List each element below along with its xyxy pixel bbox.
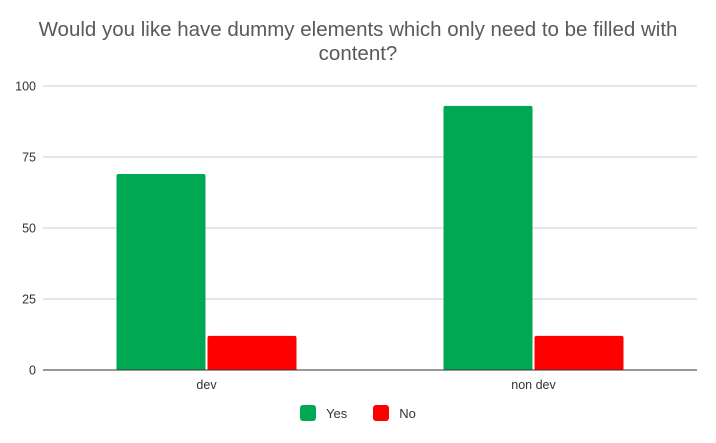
bar-yes-dev[interactable] <box>116 174 206 370</box>
y-tick-label: 25 <box>22 293 36 307</box>
y-tick-label: 100 <box>15 80 36 94</box>
bar-no-non-dev[interactable] <box>534 335 624 370</box>
legend-item-yes[interactable]: Yes <box>300 405 347 421</box>
y-axis-ticks: 0 25 50 75 100 <box>15 80 36 378</box>
y-tick-label: 75 <box>22 151 36 165</box>
bars <box>116 105 624 370</box>
x-tick-label: non dev <box>511 378 556 392</box>
bar-yes-non-dev[interactable] <box>443 105 533 370</box>
bar-no-dev[interactable] <box>207 335 297 370</box>
legend-label-no: No <box>399 405 416 421</box>
chart-title: Would you like have dummy elements which… <box>38 18 678 65</box>
legend: Yes No <box>0 405 716 421</box>
legend-swatch-no <box>373 405 390 421</box>
y-tick-label: 50 <box>22 222 36 236</box>
x-tick-label: dev <box>196 378 217 392</box>
x-axis-ticks: dev non dev <box>196 378 556 392</box>
legend-label-yes: Yes <box>326 405 348 421</box>
y-tick-label: 0 <box>29 364 36 378</box>
legend-item-no[interactable]: No <box>373 405 416 421</box>
legend-swatch-yes <box>300 405 317 421</box>
